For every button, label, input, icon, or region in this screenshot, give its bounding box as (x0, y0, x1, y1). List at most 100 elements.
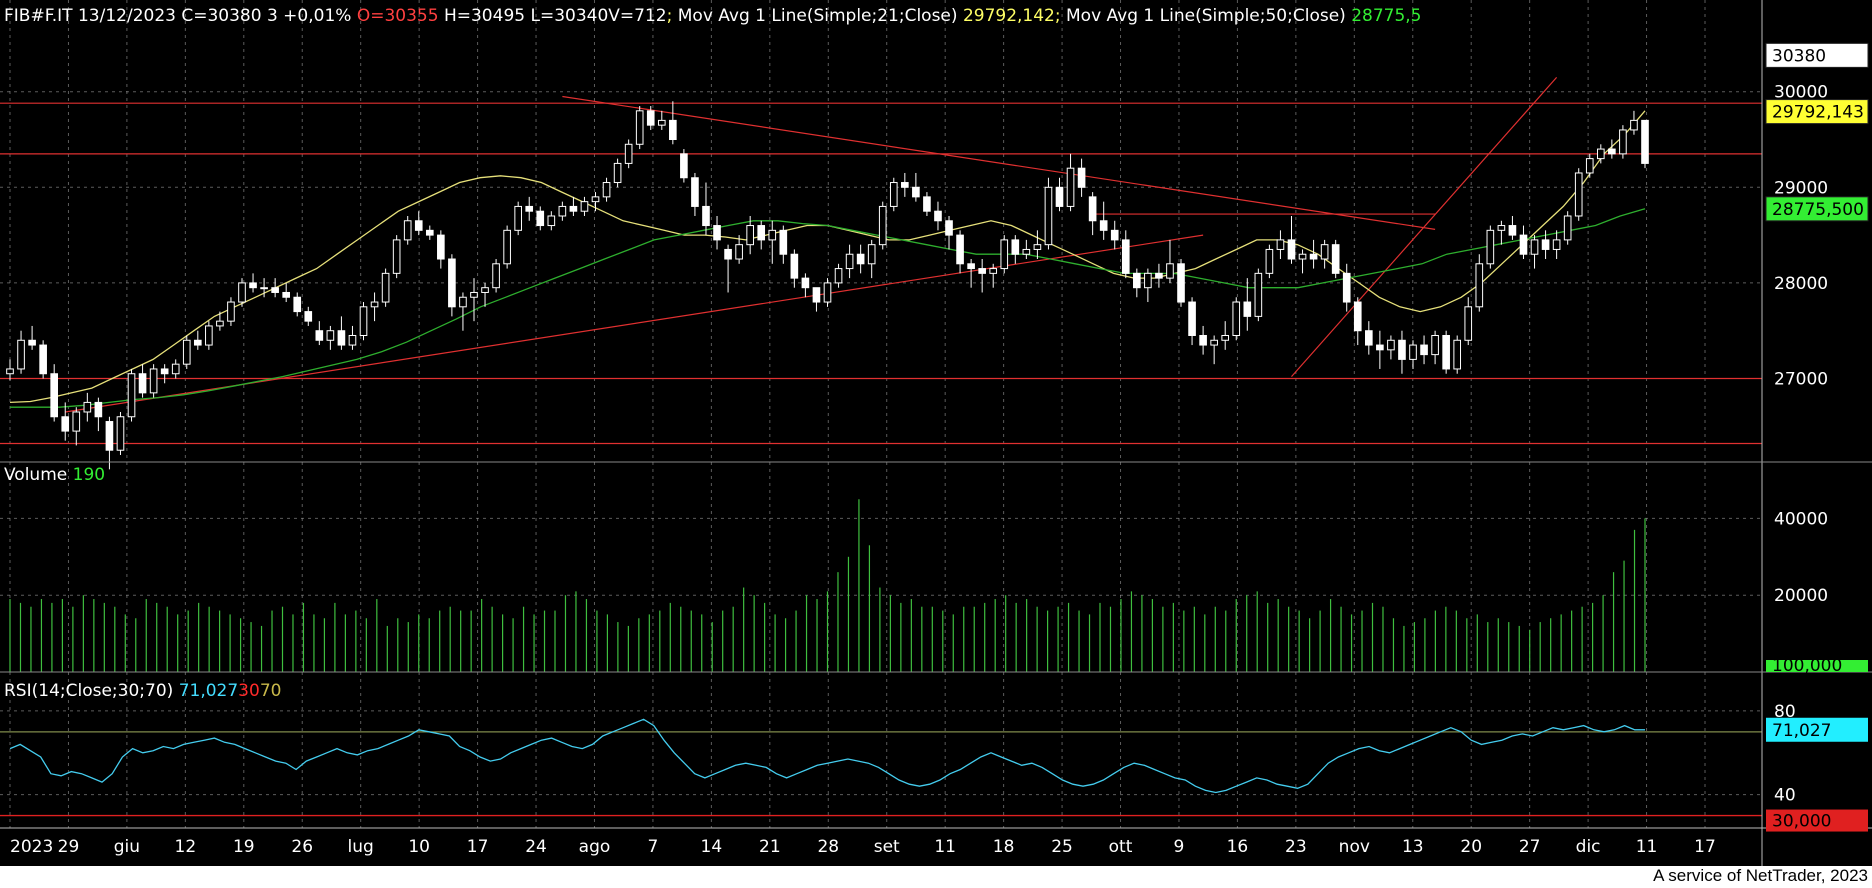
candle-body-down (923, 196, 931, 212)
candle-body-up (1265, 248, 1274, 274)
candle-body-down (1309, 253, 1318, 260)
candle (669, 101, 677, 145)
candle (956, 230, 964, 274)
candle (1619, 125, 1627, 159)
x-tick-label: 21 (759, 837, 781, 857)
candle-body-down (1398, 339, 1406, 360)
candle-body-down (160, 368, 169, 375)
candle (702, 182, 710, 236)
candle-body-up (72, 411, 81, 432)
candle (1210, 335, 1218, 365)
candle (1243, 278, 1252, 331)
candle-body-down (1133, 272, 1141, 289)
candle (337, 316, 346, 350)
candle (867, 239, 876, 279)
x-tick-label: 27 (1519, 837, 1541, 857)
candle (646, 106, 655, 130)
candle (492, 259, 500, 293)
x-tick-label: lug (348, 837, 374, 857)
candle-body-up (613, 162, 622, 184)
candle (1254, 268, 1263, 322)
candle-body-down (956, 234, 964, 265)
candle-body-up (1630, 119, 1638, 131)
candle (1188, 297, 1196, 346)
candle (713, 215, 721, 250)
volume-tick-label: 40000 (1774, 509, 1828, 529)
candle-body-down (193, 339, 202, 346)
x-tick-label: 12 (175, 837, 197, 857)
candle (989, 263, 998, 288)
candle (138, 364, 147, 398)
candle-body-down (304, 311, 313, 322)
candle-body-down (1055, 186, 1064, 207)
candle (1177, 259, 1185, 307)
candle-body-up (602, 182, 611, 198)
x-tick-label: 17 (1694, 837, 1716, 857)
candle-body-up (591, 196, 600, 203)
candle (470, 278, 478, 322)
ma21-price-label: 29792,143 (1772, 103, 1864, 123)
ma50-value: 28775,5 (1351, 6, 1422, 26)
candle (812, 287, 821, 312)
candle-body-up (823, 282, 832, 303)
rsi-low-box (1766, 809, 1868, 832)
candle-body-up (1276, 239, 1285, 250)
candle-body-up (989, 268, 998, 274)
candle-body-up (403, 220, 412, 241)
candle-body-up (381, 272, 390, 303)
close-label: C=30380 3 +0,01% (181, 6, 352, 26)
candle-body-down (669, 119, 677, 141)
rsi-tick-label: 40 (1774, 786, 1796, 806)
y-tick-label: 29000 (1774, 178, 1828, 198)
candle-body-up (768, 229, 777, 241)
candle (691, 172, 699, 216)
candle (724, 244, 732, 293)
candle-body-up (1210, 339, 1218, 346)
candle-body-up (392, 239, 401, 274)
candle (1574, 168, 1583, 221)
candle (779, 225, 788, 264)
candle (1320, 239, 1329, 269)
candle (923, 192, 931, 216)
candle-body-up (1066, 167, 1075, 207)
candle-body-up (238, 282, 246, 303)
candle (801, 273, 810, 298)
candle-body-down (282, 291, 290, 298)
rsi-value: 71,027 (178, 681, 239, 701)
candle (978, 259, 986, 293)
x-tick-label: set (874, 837, 900, 857)
x-tick-label: 11 (934, 837, 956, 857)
candle-body-up (1585, 158, 1594, 174)
candle (1099, 201, 1108, 240)
candle (1077, 158, 1086, 197)
x-tick-label: 17 (467, 837, 489, 857)
candle-body-up (834, 268, 843, 284)
rsi-high: 70 (259, 681, 282, 701)
candle-body-down (1342, 272, 1351, 303)
candle-body-down (1442, 334, 1450, 370)
candle (1398, 330, 1406, 374)
candle (1144, 268, 1152, 303)
candle (238, 278, 246, 307)
candle (746, 215, 754, 255)
candle-body-up (370, 301, 379, 308)
candle-body-down (1011, 239, 1020, 255)
candle (1442, 330, 1450, 374)
candle-body-up (845, 253, 854, 270)
volume-header: Volume 190 (4, 465, 105, 485)
candle (127, 368, 136, 422)
candle-body-up (1298, 253, 1307, 260)
candle-body-down (967, 263, 975, 270)
candle (1387, 335, 1395, 360)
candle (1088, 192, 1097, 236)
candle-body-up (746, 225, 754, 246)
low-label: L=30340 (530, 6, 609, 26)
candle (1486, 225, 1495, 269)
candle-body-up (1000, 239, 1009, 270)
volume-tick-label: 20000 (1774, 586, 1828, 606)
candle-body-up (492, 263, 500, 289)
candle (591, 192, 600, 212)
candle (260, 278, 268, 298)
candle (315, 321, 324, 346)
candle (171, 359, 180, 379)
